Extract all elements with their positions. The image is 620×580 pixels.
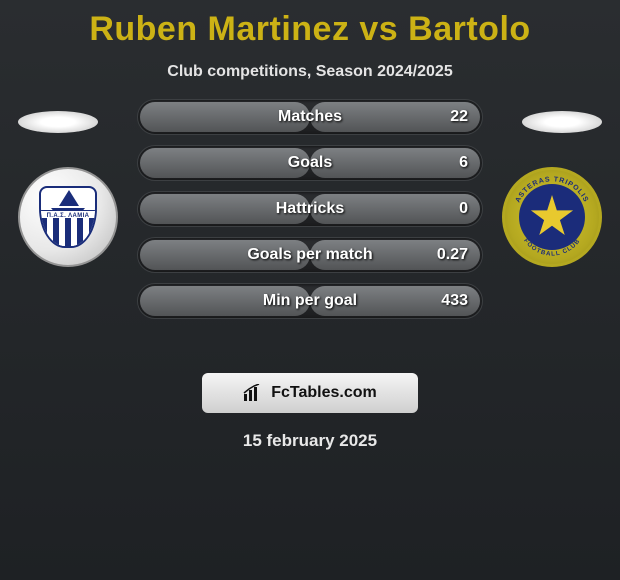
stat-bar: Goals per match0.27: [137, 237, 483, 273]
stat-bar: Min per goal433: [137, 283, 483, 319]
stat-bar: Matches22: [137, 99, 483, 135]
stat-bar: Hattricks0: [137, 191, 483, 227]
club-badge-left: Π.Α.Σ. ΛΑΜΙΑ: [18, 167, 118, 267]
player-left-oval: [18, 111, 98, 133]
stat-label: Min per goal: [138, 284, 482, 318]
stat-label: Matches: [138, 100, 482, 134]
stat-value-right: 0.27: [437, 238, 468, 272]
stat-value-right: 22: [450, 100, 468, 134]
subtitle: Club competitions, Season 2024/2025: [0, 63, 620, 81]
player-right-oval: [522, 111, 602, 133]
svg-text:FOOTBALL CLUB: FOOTBALL CLUB: [522, 237, 582, 257]
stat-label: Goals per match: [138, 238, 482, 272]
stat-bar: Goals6: [137, 145, 483, 181]
stat-bars: Matches22 Goals6 Hattricks0 Goals per match…: [137, 99, 483, 319]
stat-value-right: 0: [459, 192, 468, 226]
comparison-stage: Π.Α.Σ. ΛΑΜΙΑ ASTERAS TRIPOLIS FOOTBALL C…: [0, 99, 620, 349]
shield-icon: Π.Α.Σ. ΛΑΜΙΑ: [39, 186, 97, 248]
stat-label: Hattricks: [138, 192, 482, 226]
stat-value-right: 6: [459, 146, 468, 180]
branding-pill: FcTables.com: [202, 373, 418, 413]
stat-value-right: 433: [441, 284, 468, 318]
date-text: 15 february 2025: [0, 431, 620, 451]
branding-text: FcTables.com: [271, 384, 377, 402]
chart-icon: [243, 384, 265, 402]
badge-ring-text: ASTERAS TRIPOLIS FOOTBALL CLUB: [505, 170, 599, 264]
stat-label: Goals: [138, 146, 482, 180]
svg-text:ASTERAS TRIPOLIS: ASTERAS TRIPOLIS: [515, 176, 590, 204]
club-badge-right: ASTERAS TRIPOLIS FOOTBALL CLUB: [502, 167, 602, 267]
page-title: Ruben Martinez vs Bartolo: [0, 0, 620, 49]
